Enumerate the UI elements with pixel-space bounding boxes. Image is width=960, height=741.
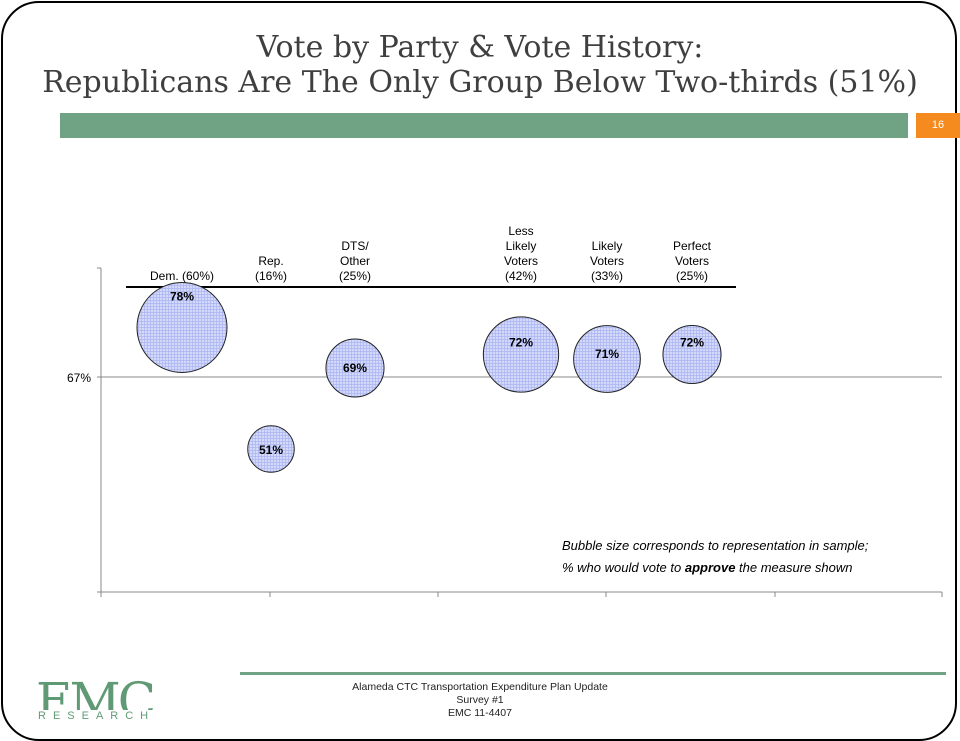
- bubble-value-label: 72%: [680, 336, 704, 350]
- footer: Alameda CTC Transportation Expenditure P…: [300, 681, 660, 720]
- footer-line-1: Alameda CTC Transportation Expenditure P…: [352, 681, 608, 693]
- logo-subtitle: RESEARCH: [36, 710, 158, 722]
- bubble-value-label: 51%: [259, 443, 283, 457]
- bubble: [662, 324, 722, 385]
- chart-note-prefix: % who would vote to: [562, 560, 685, 575]
- footer-line-2: Survey #1: [456, 694, 504, 706]
- category-label: (42%): [505, 269, 537, 283]
- footer-line-3: EMC 11-4407: [447, 707, 512, 719]
- emc-logo: EMC RESEARCH: [36, 676, 186, 723]
- category-label: Perfect: [673, 239, 712, 253]
- chart-note-suffix: the measure shown: [735, 560, 853, 575]
- category-label: Voters: [504, 254, 538, 268]
- slide-title: Vote by Party & Vote History: Republican…: [0, 30, 960, 100]
- page-number: 16: [916, 113, 960, 138]
- category-label: Dem. (60%): [150, 269, 214, 283]
- footer-rule: [240, 672, 946, 675]
- category-label: Likely: [592, 239, 623, 253]
- category-label: Less: [508, 224, 533, 238]
- title-accent-bar: [60, 113, 908, 138]
- bubble-value-label: 78%: [170, 290, 194, 304]
- chart-note: Bubble size corresponds to representatio…: [562, 535, 868, 579]
- category-label: (25%): [676, 269, 708, 283]
- category-label: DTS/: [341, 239, 369, 253]
- category-label: Voters: [590, 254, 624, 268]
- bubble: [573, 325, 641, 393]
- reference-line-label: 67%: [67, 371, 91, 385]
- category-label: (16%): [255, 269, 287, 283]
- category-label: Voters: [675, 254, 709, 268]
- category-label: Likely: [506, 239, 537, 253]
- category-label: (33%): [591, 269, 623, 283]
- title-line-2: Republicans Are The Only Group Below Two…: [42, 65, 918, 100]
- bubble: [136, 282, 228, 373]
- bubble-value-label: 69%: [343, 361, 367, 375]
- category-label: Rep.: [258, 254, 283, 268]
- bubble-chart: 67% 78% Dem. (60%) 51% Rep.(16%) 69% DTS/Other…: [67, 224, 943, 597]
- chart-note-approve: approve: [684, 560, 736, 575]
- category-label: (25%): [339, 269, 371, 283]
- category-label: Other: [340, 254, 370, 268]
- bubble-value-label: 71%: [595, 347, 619, 361]
- bubble: [325, 338, 385, 398]
- chart-note-line-1: Bubble size corresponds to representatio…: [562, 538, 869, 553]
- bubble: [482, 316, 560, 393]
- bubble: [247, 425, 295, 473]
- bubble-value-label: 72%: [509, 336, 533, 350]
- chart-note-line-2: % who would vote to approve the measure …: [562, 557, 868, 579]
- title-line-1: Vote by Party & Vote History:: [256, 30, 704, 65]
